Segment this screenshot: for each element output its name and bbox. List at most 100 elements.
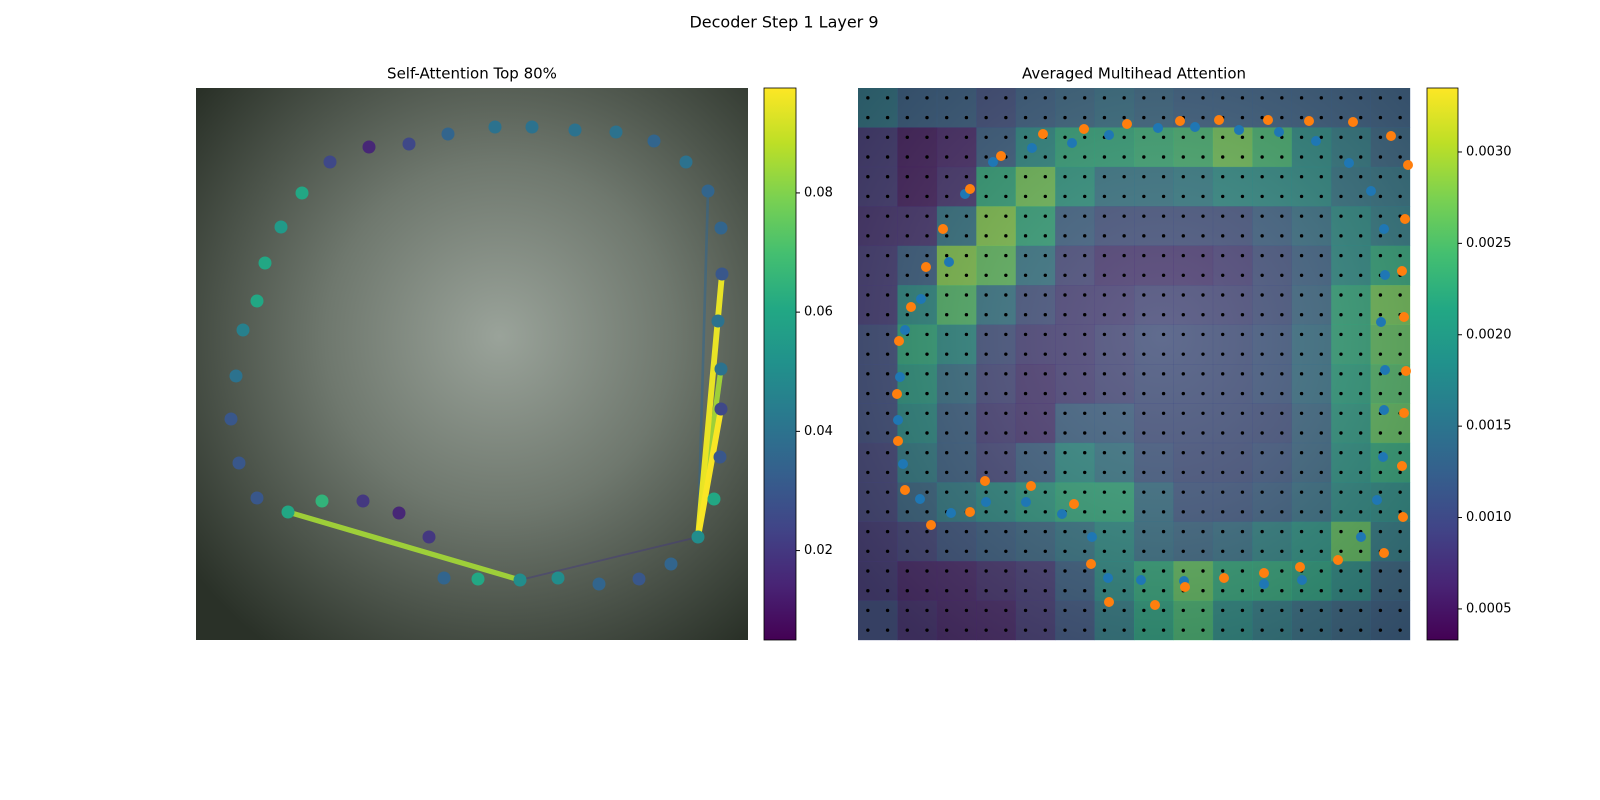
grid-dot: [1063, 589, 1067, 593]
grid-dot: [1260, 510, 1264, 514]
heatmap-cell: [1291, 166, 1332, 207]
grid-dot: [1299, 628, 1304, 632]
point: [965, 507, 975, 517]
grid-dot: [984, 155, 988, 159]
grid-dot: [964, 96, 969, 100]
grid-dot: [964, 490, 969, 494]
grid-dot: [964, 155, 969, 159]
grid-dot: [1319, 214, 1323, 218]
heatmap-cell: [1331, 482, 1371, 523]
heatmap-cell: [1055, 127, 1095, 168]
point: [236, 323, 250, 337]
heatmap-cell: [936, 324, 977, 365]
grid-dot: [1142, 175, 1146, 179]
grid-dot: [945, 214, 949, 218]
heatmap-cell: [1094, 206, 1135, 247]
heatmap-cell: [1173, 600, 1214, 641]
grid-dot: [1378, 293, 1383, 297]
heatmap-cell: [1015, 88, 1056, 128]
point: [1104, 597, 1114, 607]
grid-dot: [925, 569, 929, 573]
colorbar-tick-label: 0.0030: [1466, 144, 1512, 159]
point: [707, 492, 721, 506]
grid-dot: [1359, 451, 1363, 455]
point: [915, 494, 925, 504]
heatmap-cell: [936, 521, 977, 562]
grid-dot: [1142, 549, 1146, 553]
grid-dot: [1043, 451, 1047, 455]
grid-dot: [925, 490, 929, 494]
grid-dot: [1240, 135, 1245, 139]
grid-dot: [1142, 352, 1146, 356]
colorbar-tick-label: 0.0025: [1466, 236, 1512, 251]
grid-dot: [905, 529, 909, 534]
grid-dot: [925, 431, 929, 435]
point: [1057, 509, 1067, 519]
heatmap-cell: [1212, 166, 1253, 207]
grid-dot: [1023, 372, 1028, 376]
grid-dot: [885, 510, 890, 514]
grid-dot: [1181, 529, 1185, 534]
grid-dot: [1240, 608, 1245, 613]
grid-dot: [885, 253, 890, 258]
grid-dot: [1319, 293, 1323, 297]
grid-dot: [1043, 549, 1047, 553]
grid-dot: [885, 431, 890, 435]
heatmap-cell: [1252, 166, 1293, 207]
grid-dot: [1063, 332, 1067, 337]
grid-dot: [1122, 352, 1126, 356]
heatmap-cell: [897, 127, 938, 168]
grid-dot: [1063, 96, 1067, 100]
grid-dot: [984, 451, 988, 455]
grid-dot: [1299, 234, 1304, 238]
heatmap-cell: [1331, 403, 1371, 444]
grid-dot: [1083, 510, 1087, 514]
grid-dot: [1260, 96, 1264, 100]
grid-dot: [1043, 608, 1047, 613]
point: [224, 412, 238, 426]
grid-dot: [866, 510, 870, 514]
grid-dot: [1122, 431, 1126, 435]
grid-dot: [1221, 372, 1225, 376]
grid-dot: [1122, 510, 1126, 514]
grid-dot: [866, 589, 870, 593]
heatmap-cell: [1370, 166, 1411, 207]
grid-dot: [1359, 608, 1363, 613]
grid-dot: [1280, 313, 1284, 317]
grid-dot: [1319, 313, 1323, 317]
grid-dot: [945, 175, 949, 179]
grid-dot: [925, 549, 929, 553]
grid-dot: [1043, 391, 1047, 396]
grid-dot: [1102, 332, 1107, 337]
grid-dot: [905, 431, 909, 435]
grid-dot: [1161, 175, 1166, 179]
grid-dot: [1181, 253, 1185, 258]
grid-dot: [866, 253, 870, 258]
grid-dot: [1063, 490, 1067, 494]
grid-dot: [1063, 628, 1067, 632]
grid-dot: [964, 273, 969, 277]
grid-dot: [1122, 332, 1126, 337]
grid-dot: [1339, 115, 1343, 120]
grid-dot: [945, 135, 949, 139]
grid-dot: [964, 372, 969, 376]
point: [362, 140, 376, 154]
grid-dot: [984, 214, 988, 218]
colorbar-tick-label: 0.02: [804, 543, 833, 558]
grid-dot: [1299, 411, 1304, 415]
grid-dot: [1023, 273, 1028, 277]
grid-dot: [1083, 253, 1087, 258]
grid-dot: [1142, 253, 1146, 258]
grid-dot: [1122, 253, 1126, 258]
grid-dot: [964, 391, 969, 396]
grid-dot: [945, 253, 949, 258]
grid-dot: [1004, 352, 1008, 356]
grid-dot: [1161, 273, 1166, 277]
grid-dot: [866, 411, 870, 415]
heatmap-cell: [976, 245, 1017, 286]
grid-dot: [885, 628, 890, 632]
grid-dot: [1083, 234, 1087, 238]
grid-dot: [1280, 431, 1284, 435]
grid-dot: [945, 628, 949, 632]
grid-dot: [1260, 234, 1264, 238]
